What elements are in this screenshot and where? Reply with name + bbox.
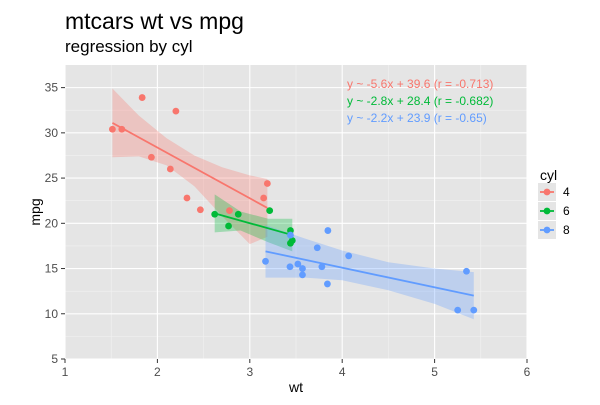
point-cyl-8 xyxy=(313,244,321,252)
y-tick-label: 10 xyxy=(45,307,59,321)
legend-point-cyl-6 xyxy=(543,207,551,215)
point-cyl-8 xyxy=(324,280,331,288)
point-layer xyxy=(109,94,478,314)
x-axis-ticks: 1 2 3 4 5 6 xyxy=(62,359,531,379)
x-tick-label: 4 xyxy=(339,365,346,379)
legend-items: 4 6 8 xyxy=(538,183,570,239)
point-cyl-4 xyxy=(196,206,204,214)
x-tick-label: 6 xyxy=(524,365,531,379)
point-cyl-8 xyxy=(470,306,478,314)
point-cyl-4 xyxy=(109,125,116,133)
point-cyl-4 xyxy=(183,194,191,202)
legend-point-cyl-4 xyxy=(543,188,551,196)
point-cyl-6 xyxy=(234,210,242,218)
point-cyl-8 xyxy=(262,257,269,265)
point-cyl-8 xyxy=(286,263,294,271)
y-tick-label: 25 xyxy=(45,171,59,185)
point-cyl-4 xyxy=(226,207,233,215)
legend: cyl 4 6 8 xyxy=(538,167,570,239)
point-cyl-8 xyxy=(299,271,306,279)
legend-title: cyl xyxy=(540,167,557,183)
y-tick-label: 20 xyxy=(45,216,59,230)
legend-point-cyl-8 xyxy=(543,226,551,234)
regression-line-cyl-4 xyxy=(111,122,268,209)
point-cyl-8 xyxy=(454,306,462,314)
regression-line-cyl-6 xyxy=(214,212,293,236)
x-tick-label: 3 xyxy=(246,365,253,379)
x-tick-label: 5 xyxy=(431,365,438,379)
y-tick-label: 15 xyxy=(45,262,59,276)
point-cyl-4 xyxy=(172,107,180,115)
point-cyl-8 xyxy=(324,227,332,234)
grid-layer xyxy=(64,65,528,360)
point-cyl-4 xyxy=(263,180,271,187)
legend-label-cyl-4: 4 xyxy=(563,185,570,199)
point-cyl-4 xyxy=(118,125,126,133)
x-tick-label: 1 xyxy=(62,365,69,379)
annotation-layer: y ~ -5.6x + 39.6 (r = -0.713) y ~ -2.8x +… xyxy=(347,77,493,125)
point-cyl-8 xyxy=(299,265,306,272)
y-tick-label: 5 xyxy=(51,352,58,366)
point-cyl-8 xyxy=(463,267,470,275)
point-cyl-6 xyxy=(211,210,219,218)
regression-annotation-cyl-8: y ~ -2.2x + 23.9 (r = -0.65) xyxy=(347,111,487,125)
legend-label-cyl-8: 8 xyxy=(563,223,570,237)
point-cyl-6 xyxy=(266,207,274,215)
point-cyl-8 xyxy=(294,260,302,268)
x-tick-label: 2 xyxy=(154,365,161,379)
legend-label-cyl-6: 6 xyxy=(563,204,570,218)
point-cyl-4 xyxy=(260,194,268,202)
point-cyl-6 xyxy=(225,222,232,230)
y-axis-label: mpg xyxy=(27,198,43,225)
y-tick-label: 35 xyxy=(45,81,59,95)
point-cyl-4 xyxy=(166,165,174,173)
y-axis-ticks: 5 10 15 20 25 30 35 xyxy=(45,81,65,366)
confidence-band-cyl-6 xyxy=(214,194,293,252)
regression-annotation-cyl-6: y ~ -2.8x + 28.4 (r = -0.682) xyxy=(347,94,493,108)
x-axis-label: wt xyxy=(288,379,303,395)
point-cyl-8 xyxy=(345,252,353,260)
point-cyl-8 xyxy=(287,231,294,239)
point-cyl-4 xyxy=(138,94,146,101)
regression-line-cyl-8 xyxy=(265,250,474,297)
y-tick-label: 30 xyxy=(45,126,59,140)
chart-title: mtcars wt vs mpg xyxy=(65,8,244,34)
point-cyl-4 xyxy=(147,153,155,161)
point-cyl-6 xyxy=(288,237,296,244)
regression-line-layer xyxy=(111,122,474,297)
point-cyl-8 xyxy=(318,263,326,271)
regression-annotation-cyl-4: y ~ -5.6x + 39.6 (r = -0.713) xyxy=(347,77,493,91)
chart-subtitle: regression by cyl xyxy=(65,37,193,56)
